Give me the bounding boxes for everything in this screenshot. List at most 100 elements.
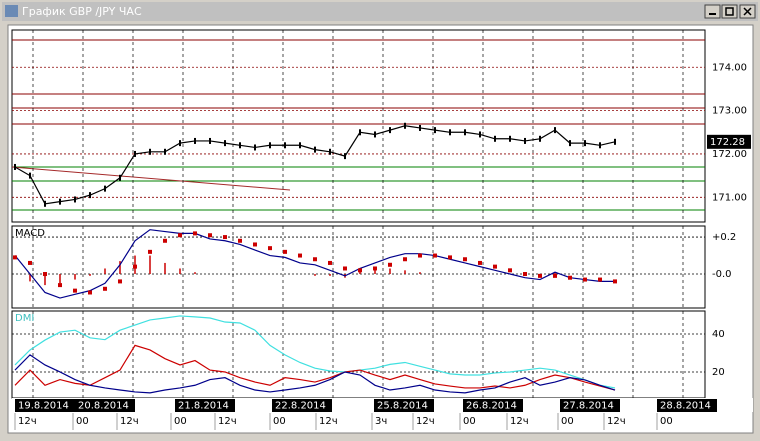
signal-dot — [298, 253, 302, 258]
y-tick-label: 20 — [712, 367, 725, 378]
current-price-label: 172.28 — [710, 137, 745, 148]
date-label-box — [657, 399, 717, 412]
series-line — [14, 354, 616, 394]
series-line — [14, 229, 615, 299]
panel-title: DMI — [15, 313, 34, 324]
signal-dot — [178, 233, 182, 238]
signal-dot — [193, 231, 197, 236]
signal-dot — [133, 264, 137, 269]
signal-dot — [118, 279, 122, 284]
signal-dot — [478, 260, 482, 265]
signal-dot — [88, 290, 92, 295]
signal-dot — [568, 275, 572, 280]
y-tick-label: 171.00 — [712, 192, 747, 203]
chart-area — [7, 24, 754, 434]
signal-dot — [388, 262, 392, 267]
date-label-box — [75, 399, 135, 412]
signal-dot — [448, 255, 452, 260]
signal-dot — [538, 273, 542, 278]
signal-dot — [493, 264, 497, 269]
y-tick-label: 172.00 — [712, 149, 747, 160]
y-tick-label: -0.0 — [712, 269, 732, 280]
hour-label: 00 — [273, 416, 286, 427]
signal-dot — [73, 288, 77, 293]
date-label-box — [272, 399, 332, 412]
window-icon — [5, 5, 18, 17]
signal-dot — [13, 255, 17, 260]
maximize-button[interactable] — [721, 4, 738, 19]
signal-dot — [313, 257, 317, 262]
hour-label: 12ч — [607, 416, 626, 427]
hour-label: 00 — [174, 416, 187, 427]
close-icon — [743, 7, 752, 16]
signal-dot — [463, 257, 467, 262]
signal-dot — [103, 286, 107, 291]
hour-label: 00 — [561, 416, 574, 427]
hour-label: 00 — [76, 416, 89, 427]
date-label-box — [463, 399, 523, 412]
hour-label: 00 — [660, 416, 673, 427]
signal-dot — [28, 260, 32, 265]
hour-label: 12ч — [510, 416, 529, 427]
date-label: 22.8.2014 — [275, 401, 326, 412]
price-panel — [11, 29, 706, 223]
date-label: 20.8.2014 — [78, 401, 129, 412]
date-label: 27.8.2014 — [563, 401, 614, 412]
hour-label: 12ч — [319, 416, 338, 427]
y-tick-label: 173.00 — [712, 106, 747, 117]
hour-label: 3ч — [375, 416, 387, 427]
series-line — [14, 315, 616, 389]
maximize-icon — [725, 7, 734, 16]
signal-dot — [283, 249, 287, 254]
series-line — [14, 344, 616, 391]
date-label-box — [175, 399, 235, 412]
signal-dot — [508, 268, 512, 273]
signal-dot — [328, 260, 332, 265]
hour-label: 12ч — [218, 416, 237, 427]
title-bar — [2, 2, 758, 21]
minimize-button[interactable] — [704, 4, 721, 19]
signal-dot — [253, 242, 257, 247]
signal-dot — [598, 277, 602, 282]
hour-label: 00 — [463, 416, 476, 427]
signal-dot — [553, 273, 557, 278]
date-label: 28.8.2014 — [660, 401, 711, 412]
signal-dot — [223, 235, 227, 240]
date-label: 25.8.2014 — [377, 401, 428, 412]
signal-dot — [43, 272, 47, 277]
y-tick-label: 40 — [712, 329, 725, 340]
hour-label: 12ч — [416, 416, 435, 427]
date-label: 21.8.2014 — [178, 401, 229, 412]
signal-dot — [418, 253, 422, 258]
hour-label: 12ч — [18, 416, 37, 427]
date-label-box — [560, 399, 620, 412]
macd-panel — [11, 225, 706, 309]
current-price-box — [707, 134, 751, 149]
signal-dot — [268, 246, 272, 251]
y-tick-label: 174.00 — [712, 62, 747, 73]
signal-dot — [523, 272, 527, 277]
date-label: 26.8.2014 — [466, 401, 517, 412]
hour-label: 12ч — [120, 416, 139, 427]
signal-dot — [613, 279, 617, 284]
signal-dot — [163, 238, 167, 243]
date-label-box — [15, 399, 75, 412]
signal-dot — [148, 249, 152, 254]
signal-dot — [208, 233, 212, 238]
window-title: График GBP /JPY ЧАС — [22, 5, 142, 18]
signal-dot — [373, 266, 377, 271]
signal-dot — [58, 283, 62, 288]
date-label-box — [374, 399, 434, 412]
signal-dot — [433, 253, 437, 258]
trend-line — [11, 166, 291, 191]
signal-dot — [583, 277, 587, 282]
signal-dot — [238, 238, 242, 243]
panel-title: MACD — [15, 228, 45, 239]
window-buttons — [704, 4, 756, 19]
date-label: 19.8.2014 — [18, 401, 69, 412]
signal-dot — [358, 268, 362, 273]
signal-dot — [403, 257, 407, 262]
y-tick-label: +0.2 — [712, 232, 736, 243]
signal-dot — [343, 266, 347, 271]
